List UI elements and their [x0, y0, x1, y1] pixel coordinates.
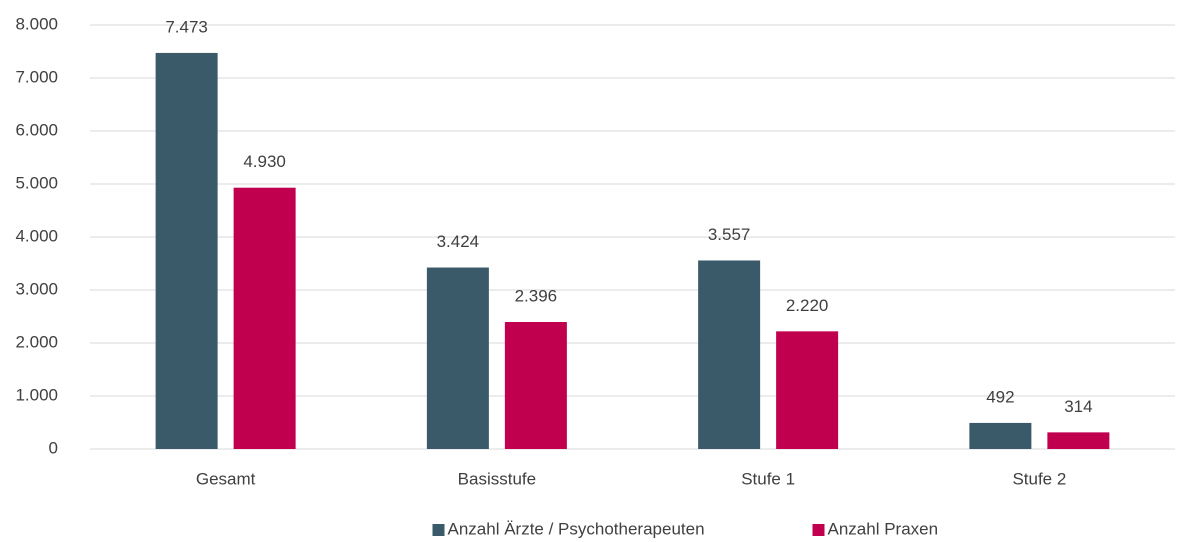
y-tick-label: 7.000: [15, 67, 58, 86]
legend-label: Anzahl Praxen: [828, 519, 939, 538]
y-tick-label: 1.000: [15, 385, 58, 404]
y-tick-label: 4.000: [15, 226, 58, 245]
x-tick-label: Stufe 2: [1012, 469, 1066, 488]
data-label: 3.557: [708, 225, 751, 244]
y-tick-label: 5.000: [15, 173, 58, 192]
data-label: 3.424: [437, 232, 480, 251]
x-tick-label: Basisstufe: [458, 469, 536, 488]
bar: [1047, 432, 1110, 449]
legend-swatch: [432, 524, 445, 536]
bar: [426, 267, 489, 449]
bar: [233, 187, 296, 449]
bar: [776, 331, 839, 449]
data-label: 492: [986, 387, 1014, 406]
y-tick-label: 8.000: [15, 14, 58, 33]
y-tick-label: 0: [49, 438, 58, 457]
bar: [504, 322, 567, 449]
data-label: 314: [1064, 397, 1092, 416]
bar: [155, 52, 218, 449]
y-tick-label: 2.000: [15, 332, 58, 351]
legend-label: Anzahl Ärzte / Psychotherapeuten: [448, 519, 705, 538]
y-tick-label: 3.000: [15, 279, 58, 298]
data-label: 2.220: [786, 296, 829, 315]
legend-swatch: [812, 524, 825, 536]
data-label: 7.473: [165, 17, 208, 36]
data-label: 2.396: [515, 286, 558, 305]
data-label: 4.930: [243, 152, 286, 171]
y-tick-label: 6.000: [15, 120, 58, 139]
x-tick-label: Stufe 1: [741, 469, 795, 488]
bar: [698, 260, 761, 449]
bar: [969, 422, 1032, 449]
x-tick-label: Gesamt: [196, 469, 256, 488]
